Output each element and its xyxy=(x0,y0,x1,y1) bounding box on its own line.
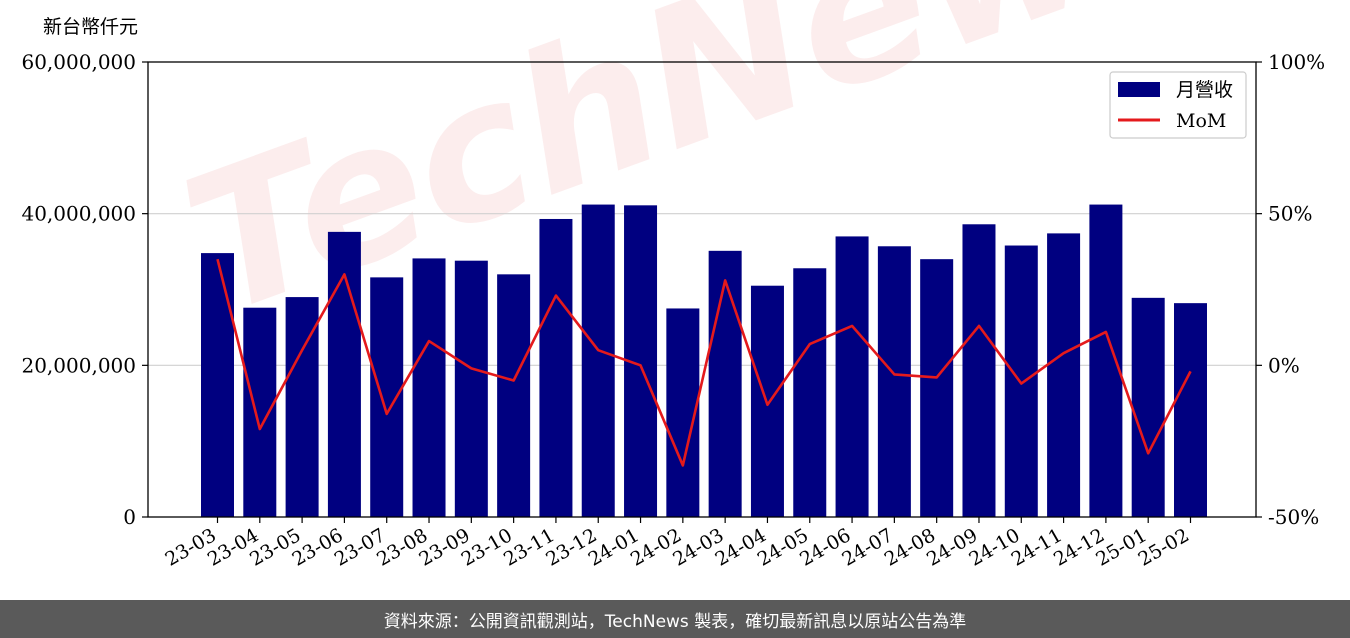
revenue-chart: 0 20,000,000 40,000,000 60,000,000 -50% 0% 50%… xyxy=(21,16,1325,571)
bar-23-08 xyxy=(412,258,446,517)
y-unit-label: 新台幣仟元 xyxy=(43,16,138,38)
bar-24-11 xyxy=(1047,233,1081,517)
bar-23-11 xyxy=(539,218,573,517)
bar-23-09 xyxy=(454,260,488,517)
bar-24-10 xyxy=(1004,245,1038,517)
y-right-tick-label: 50% xyxy=(1268,202,1312,226)
bar-24-05 xyxy=(793,268,827,517)
bar-24-09 xyxy=(962,224,996,518)
bar-series xyxy=(201,204,1207,518)
y-right-tick-label: 0% xyxy=(1268,353,1300,377)
y-left-tick-label: 40,000,000 xyxy=(21,202,136,226)
bar-23-05 xyxy=(285,297,319,517)
legend-label-revenue: 月營收 xyxy=(1176,79,1233,101)
y-left-tick-label: 20,000,000 xyxy=(21,353,136,377)
bar-24-12 xyxy=(1089,204,1123,518)
bar-23-12 xyxy=(581,204,615,518)
y-right-tick-label: 100% xyxy=(1268,50,1325,74)
mom-series xyxy=(216,258,1192,467)
bar-25-01 xyxy=(1131,297,1165,517)
legend: 月營收 MoM xyxy=(1109,71,1247,139)
bar-24-08 xyxy=(920,259,954,517)
y-left-tick-label: 60,000,000 xyxy=(21,50,136,74)
legend-swatch-revenue xyxy=(1118,82,1160,97)
y-right-tick-label: -50% xyxy=(1268,505,1319,529)
bar-23-07 xyxy=(370,277,404,517)
legend-label-mom: MoM xyxy=(1176,110,1226,132)
plot-frame xyxy=(147,61,1257,518)
footer-source: 資料來源：公開資訊觀測站，TechNews 製表，確切最新訊息以原站公告為準 xyxy=(0,600,1350,638)
mom-line xyxy=(216,258,1192,467)
y-left-tick-label: 0 xyxy=(123,505,136,529)
bar-25-02 xyxy=(1174,303,1207,517)
footer-source-text: 資料來源：公開資訊觀測站，TechNews 製表，確切最新訊息以原站公告為準 xyxy=(383,611,967,632)
bar-23-10 xyxy=(497,274,531,517)
bar-24-03 xyxy=(708,250,742,517)
bar-24-07 xyxy=(877,246,911,517)
bar-23-04 xyxy=(243,307,277,517)
bar-24-06 xyxy=(835,236,869,517)
bar-23-06 xyxy=(327,231,361,517)
bar-23-03 xyxy=(201,253,234,517)
